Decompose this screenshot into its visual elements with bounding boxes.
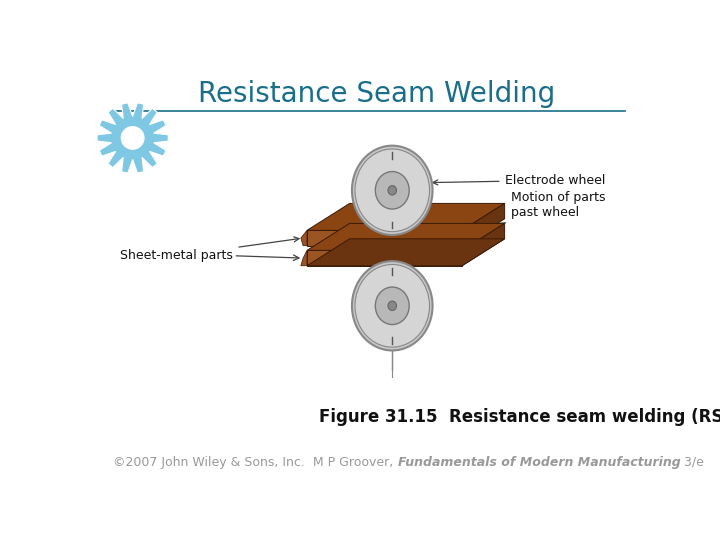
Polygon shape — [307, 231, 462, 246]
Polygon shape — [307, 251, 462, 266]
Text: Sheet-metal parts: Sheet-metal parts — [120, 237, 299, 262]
Polygon shape — [307, 239, 505, 266]
Ellipse shape — [355, 265, 430, 347]
Ellipse shape — [352, 146, 433, 235]
Polygon shape — [462, 224, 505, 266]
Text: Fundamentals of Modern Manufacturing: Fundamentals of Modern Manufacturing — [397, 456, 680, 469]
Polygon shape — [307, 204, 505, 231]
Text: ©2007 John Wiley & Sons, Inc.  M P Groover,: ©2007 John Wiley & Sons, Inc. M P Groove… — [113, 456, 397, 469]
Polygon shape — [301, 231, 307, 246]
Polygon shape — [301, 251, 307, 266]
Circle shape — [122, 127, 144, 149]
Ellipse shape — [355, 149, 430, 232]
Text: Resistance Seam Welding: Resistance Seam Welding — [198, 80, 555, 108]
Text: Electrode wheel: Electrode wheel — [433, 174, 605, 187]
Ellipse shape — [388, 186, 397, 195]
Polygon shape — [462, 204, 505, 246]
Text: 3/e: 3/e — [680, 456, 704, 469]
Ellipse shape — [375, 287, 409, 325]
Ellipse shape — [352, 261, 433, 350]
Polygon shape — [97, 103, 168, 173]
Ellipse shape — [375, 172, 409, 209]
Ellipse shape — [388, 301, 397, 310]
Text: Figure 31.15  Resistance seam welding (RSEW).: Figure 31.15 Resistance seam welding (RS… — [319, 408, 720, 427]
Text: Motion of parts
past wheel: Motion of parts past wheel — [510, 191, 606, 219]
Polygon shape — [307, 224, 505, 251]
